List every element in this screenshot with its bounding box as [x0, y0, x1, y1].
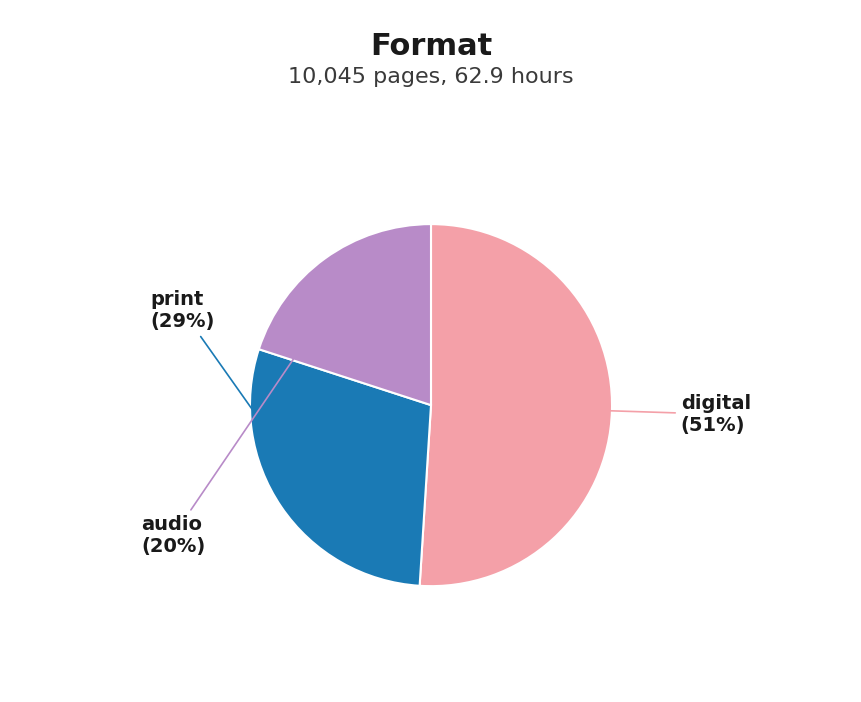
Text: audio
(20%): audio (20%) — [141, 287, 342, 556]
Text: 10,045 pages, 62.9 hours: 10,045 pages, 62.9 hours — [288, 67, 573, 86]
Wedge shape — [250, 349, 430, 585]
Text: digital
(51%): digital (51%) — [581, 394, 750, 435]
Wedge shape — [419, 224, 611, 586]
Text: Format: Format — [369, 32, 492, 60]
Wedge shape — [258, 224, 430, 405]
Text: print
(29%): print (29%) — [150, 291, 307, 486]
